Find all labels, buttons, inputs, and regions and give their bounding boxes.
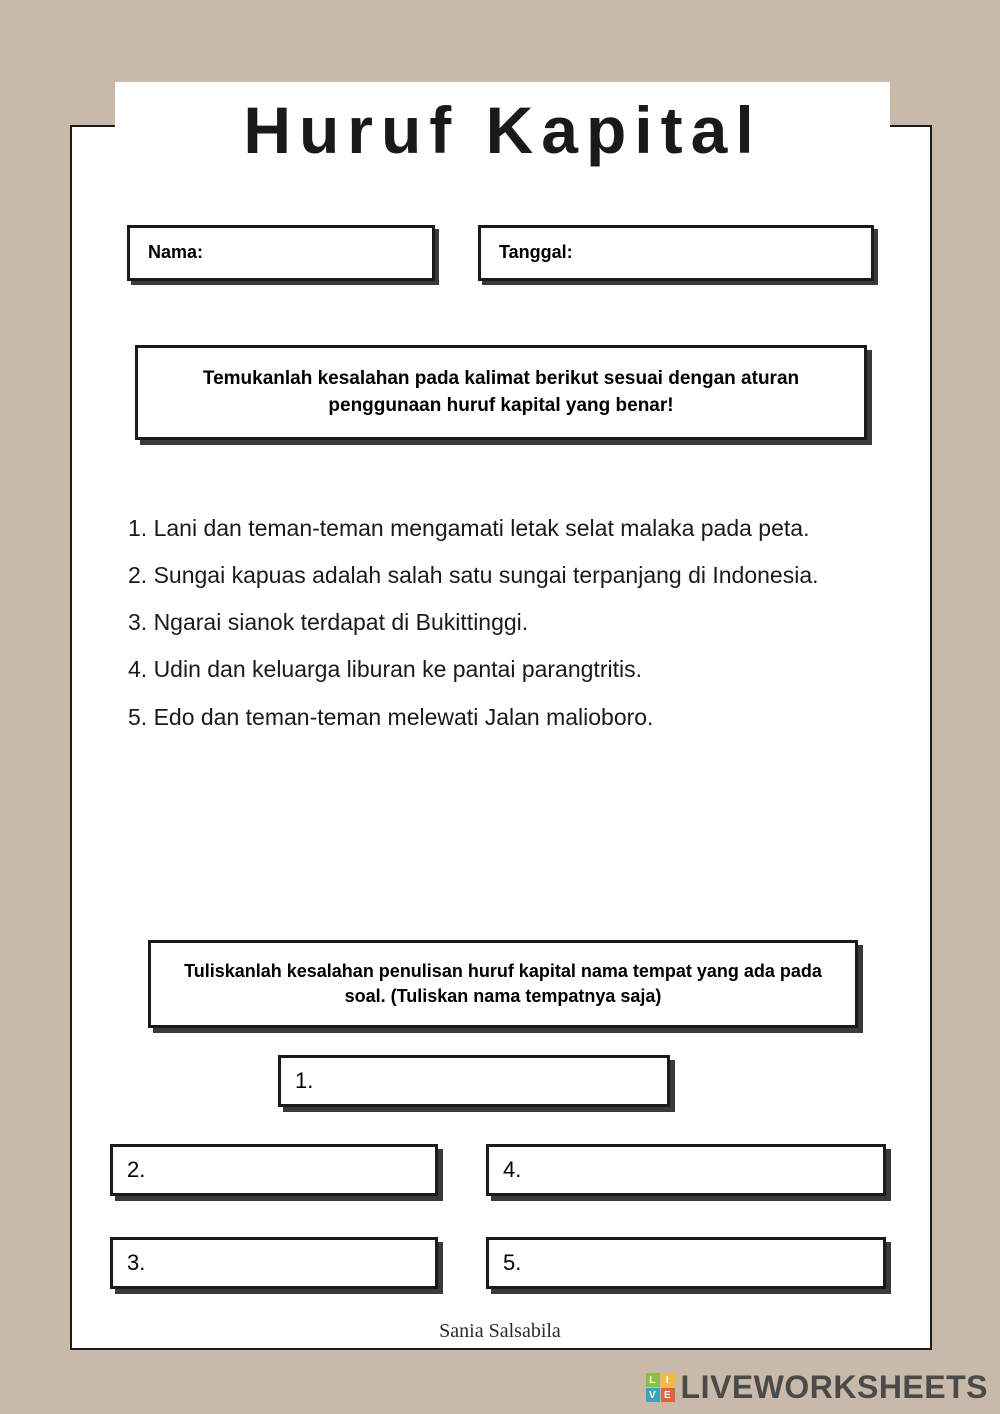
answer-3-label: 3.	[127, 1250, 145, 1275]
questions-block: 1. Lani dan teman-teman mengamati letak …	[128, 505, 873, 741]
answer-box-3[interactable]: 3.	[110, 1237, 438, 1289]
answer-box-4[interactable]: 4.	[486, 1144, 886, 1196]
logo-tile-e: E	[661, 1388, 675, 1402]
instruction-2-text: Tuliskanlah kesalahan penulisan huruf ka…	[184, 961, 822, 1006]
watermark-logo-icon: L I V E	[646, 1373, 675, 1402]
question-4: 4. Udin dan keluarga liburan ke pantai p…	[128, 646, 873, 693]
date-field[interactable]: Tanggal:	[478, 225, 874, 281]
question-5: 5. Edo dan teman-teman melewati Jalan ma…	[128, 694, 873, 741]
answer-5-label: 5.	[503, 1250, 521, 1275]
name-field[interactable]: Nama:	[127, 225, 435, 281]
answer-box-5[interactable]: 5.	[486, 1237, 886, 1289]
logo-tile-l: L	[646, 1373, 660, 1387]
question-1: 1. Lani dan teman-teman mengamati letak …	[128, 505, 873, 552]
watermark-text: LIVEWORKSHEETS	[681, 1369, 988, 1406]
answer-box-1[interactable]: 1.	[278, 1055, 670, 1107]
instruction-box-2: Tuliskanlah kesalahan penulisan huruf ka…	[148, 940, 858, 1028]
name-label: Nama:	[148, 242, 203, 262]
logo-tile-i: I	[661, 1373, 675, 1387]
logo-tile-v: V	[646, 1388, 660, 1402]
answer-4-label: 4.	[503, 1157, 521, 1182]
author-signature: Sania Salsabila	[0, 1320, 1000, 1343]
question-2: 2. Sungai kapuas adalah salah satu sunga…	[128, 552, 873, 599]
date-label: Tanggal:	[499, 242, 573, 262]
instruction-box-1: Temukanlah kesalahan pada kalimat beriku…	[135, 345, 867, 440]
answer-box-2[interactable]: 2.	[110, 1144, 438, 1196]
answer-2-label: 2.	[127, 1157, 145, 1182]
instruction-1-text: Temukanlah kesalahan pada kalimat beriku…	[203, 368, 799, 416]
watermark: L I V E LIVEWORKSHEETS	[646, 1369, 988, 1406]
page-title: Huruf Kapital	[243, 92, 761, 168]
answer-1-label: 1.	[295, 1068, 313, 1093]
question-3: 3. Ngarai sianok terdapat di Bukittinggi…	[128, 599, 873, 646]
title-card: Huruf Kapital	[115, 82, 890, 178]
